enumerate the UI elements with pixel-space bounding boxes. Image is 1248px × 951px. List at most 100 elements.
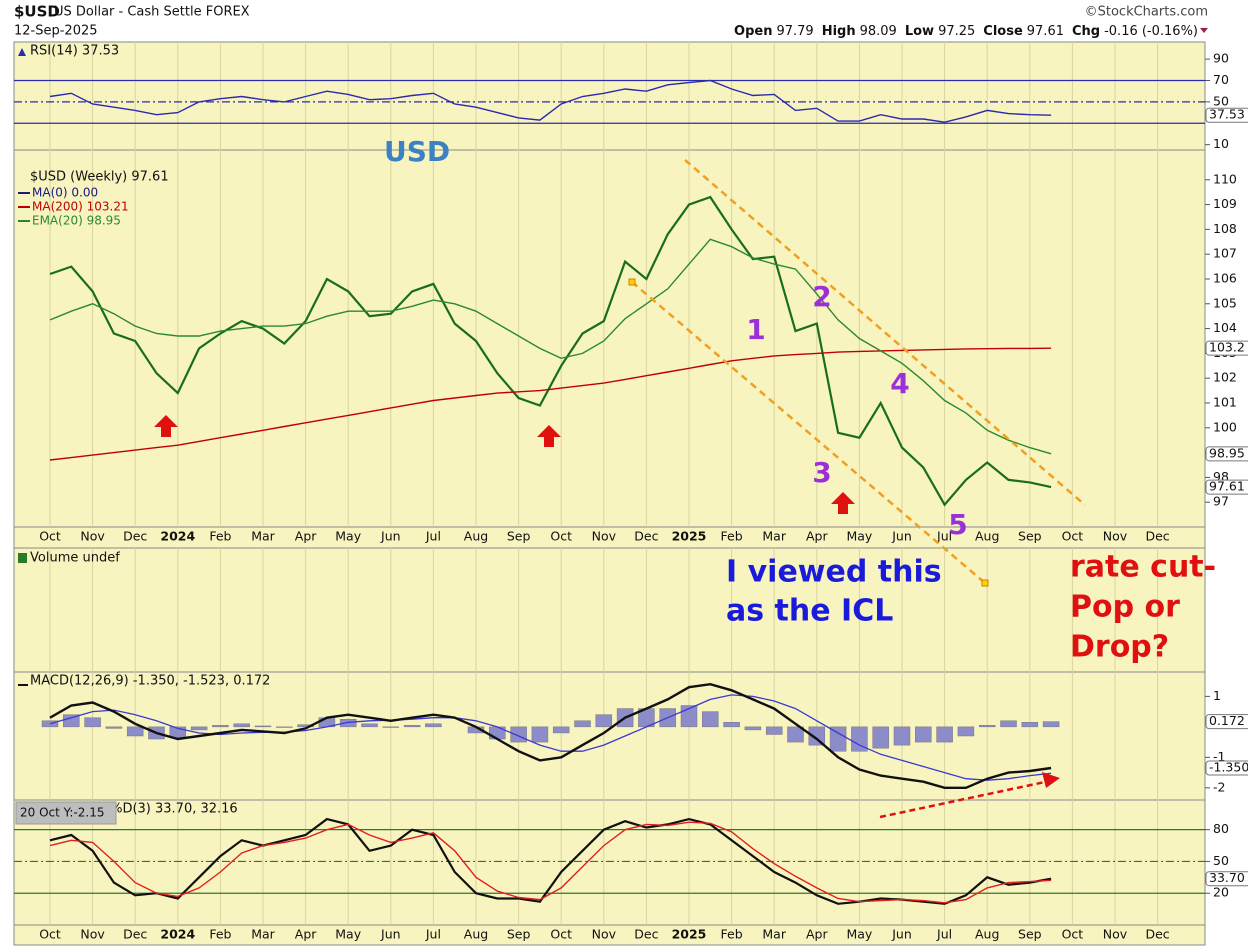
x-tick-label: Jun xyxy=(891,529,912,544)
x-tick-label: May xyxy=(846,529,872,544)
x-tick-label: Dec xyxy=(1145,529,1169,544)
legend-icon xyxy=(18,553,27,563)
value-box-label: 103.2 xyxy=(1209,340,1245,355)
histogram-bar xyxy=(872,726,889,749)
symbol-name: US Dollar - Cash Settle FOREX xyxy=(54,5,250,20)
tooltip-box xyxy=(15,801,117,825)
histogram-bar xyxy=(84,717,101,728)
x-tick-label: Oct xyxy=(550,529,572,544)
x-tick-label: Jul xyxy=(936,529,952,544)
series-line xyxy=(49,238,1052,455)
histogram-bar xyxy=(41,720,59,728)
x-tick-label: Sep xyxy=(1018,529,1042,544)
value-box-label: 33.70 xyxy=(1209,870,1245,885)
y-tick-label: 97 xyxy=(1213,494,1229,509)
histogram-bar xyxy=(382,726,400,728)
y-tick-label: 10 xyxy=(1213,136,1229,151)
trend-arrow-head xyxy=(1042,772,1060,788)
y-tick-label: 106 xyxy=(1213,270,1237,285)
value-box xyxy=(1205,760,1248,776)
y-tick-label: 104 xyxy=(1213,320,1237,335)
panel xyxy=(13,799,1206,926)
x-tick-label: Aug xyxy=(464,529,488,544)
series-line xyxy=(49,817,1052,905)
histogram-bar xyxy=(254,725,272,728)
quote-value: -0.16 (-0.16%) xyxy=(1104,24,1198,39)
x-tick-label: Apr xyxy=(295,529,317,544)
panel xyxy=(13,149,1206,528)
x-tick-label: Mar xyxy=(762,927,786,942)
x-tick-label: 2025 xyxy=(672,529,707,544)
x-tick-label: Mar xyxy=(251,529,275,544)
x-tick-label: Feb xyxy=(209,529,231,544)
histogram-bar xyxy=(808,726,826,746)
y-tick-label: 20 xyxy=(1213,885,1229,900)
value-box-label: 0.172 xyxy=(1209,713,1245,728)
y-tick-label: 1 xyxy=(1213,688,1221,703)
quote-label: Low xyxy=(905,24,934,39)
histogram-bar xyxy=(915,726,932,743)
x-tick-label: Aug xyxy=(975,529,999,544)
date: 12-Sep-2025 xyxy=(14,24,98,39)
annotation: 5 xyxy=(948,508,967,541)
quote-label: Close xyxy=(983,24,1023,39)
value-box xyxy=(1205,107,1248,123)
x-tick-label: Jul xyxy=(425,927,441,942)
channel-point xyxy=(981,579,989,587)
panels xyxy=(13,41,1206,946)
quote-value: 97.25 xyxy=(938,24,975,39)
annotation: I viewed this xyxy=(726,555,942,590)
histogram-bar xyxy=(1000,720,1017,728)
histogram-bar xyxy=(936,726,953,743)
value-box-label: 37.53 xyxy=(1209,107,1245,122)
histogram-bar xyxy=(126,726,144,737)
x-tick-label: Nov xyxy=(1103,927,1128,942)
source: ©StockCharts.com xyxy=(1085,5,1208,20)
x-tick-label: Nov xyxy=(1103,529,1128,544)
value-box-label: 97.61 xyxy=(1209,479,1245,494)
x-tick-label: Dec xyxy=(634,927,658,942)
x-tick-label: Feb xyxy=(721,927,743,942)
trend-arrow xyxy=(879,780,1046,819)
legend-entry: EMA(20) 98.95 xyxy=(32,214,121,228)
x-tick-label: Oct xyxy=(1062,529,1084,544)
annotation: 1 xyxy=(746,313,765,346)
panel xyxy=(13,41,1206,151)
x-tick-label: Jun xyxy=(380,927,401,942)
histogram-bar xyxy=(233,723,250,728)
series-line xyxy=(49,821,1052,904)
quote: Open 97.79 High 98.09 Low 97.25 Close 97.61 Chg -… xyxy=(734,24,1198,39)
y-tick-label: 105 xyxy=(1213,295,1237,310)
symbol: $USD xyxy=(14,3,60,21)
histogram-bar xyxy=(595,714,613,728)
channel-point xyxy=(628,278,636,286)
x-tick-label: May xyxy=(335,529,361,544)
y-tick-label: 50 xyxy=(1213,93,1229,108)
x-tick-label: May xyxy=(335,927,361,942)
annotation: 3 xyxy=(812,456,831,489)
series-line xyxy=(49,195,1052,507)
y-tick-label: 110 xyxy=(1213,171,1237,186)
y-tick-label: 80 xyxy=(1213,821,1229,836)
quote-value: 97.61 xyxy=(1027,24,1064,39)
histogram-bar xyxy=(787,726,804,743)
y-tick-label: -2 xyxy=(1213,779,1225,794)
histogram-bar xyxy=(297,724,314,728)
annotation: as the ICL xyxy=(726,594,893,629)
y-tick-label: 108 xyxy=(1213,221,1237,236)
x-tick-label: Jul xyxy=(425,529,441,544)
y-tick-label: 102 xyxy=(1213,370,1237,385)
x-tick-label: Oct xyxy=(39,529,61,544)
x-tick-label: Dec xyxy=(634,529,658,544)
histogram-bar xyxy=(978,725,996,728)
x-tick-label: May xyxy=(846,927,872,942)
y-tick-label: 109 xyxy=(1213,196,1237,211)
annotation: 4 xyxy=(890,367,909,400)
legend-entry: MA(0) 0.00 xyxy=(32,186,98,200)
x-tick-label: Apr xyxy=(806,927,828,942)
legend-icon xyxy=(18,48,26,56)
axis-strip xyxy=(13,924,1206,946)
quote-label: Chg xyxy=(1072,24,1100,39)
value-box xyxy=(1205,446,1248,462)
